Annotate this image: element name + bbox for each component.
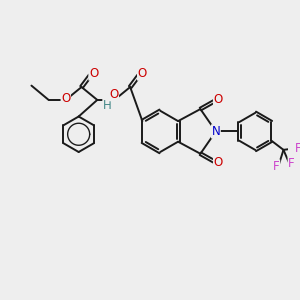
- Text: O: O: [138, 67, 147, 80]
- Text: O: O: [109, 88, 119, 101]
- Text: F: F: [295, 142, 300, 155]
- Text: F: F: [273, 160, 280, 173]
- Text: F: F: [288, 157, 295, 170]
- Text: H: H: [103, 99, 112, 112]
- Text: N: N: [212, 125, 220, 138]
- Text: O: O: [61, 92, 70, 105]
- Text: O: O: [214, 93, 223, 106]
- Text: O: O: [214, 156, 223, 170]
- Text: O: O: [89, 67, 98, 80]
